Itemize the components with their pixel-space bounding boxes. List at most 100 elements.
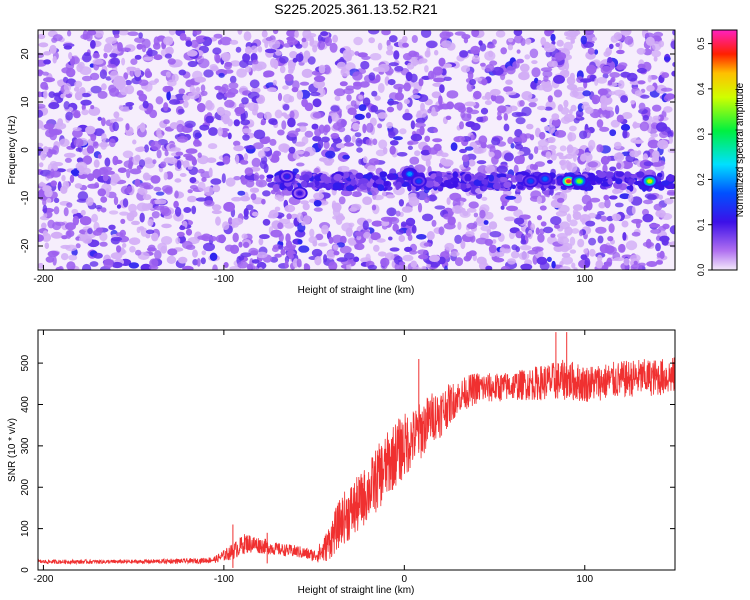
heatmap-cell (63, 152, 76, 158)
heatmap-cell (616, 162, 622, 170)
heatmap-cell (323, 254, 328, 263)
heatmap-cell (583, 30, 594, 35)
heatmap-cell (340, 189, 353, 197)
heatmap-cell (177, 108, 185, 114)
y-tick-label: 300 (20, 437, 31, 454)
heatmap-cell (73, 138, 84, 148)
signal-band-cell (343, 171, 350, 179)
heatmap-cell (260, 155, 268, 165)
heatmap-cell (606, 257, 613, 267)
heatmap-cell (351, 135, 356, 143)
heatmap-cell (303, 263, 309, 269)
heatmap-cell (65, 93, 73, 99)
heatmap-cell (500, 205, 505, 210)
heatmap-cell (111, 261, 123, 269)
heatmap-cell (540, 117, 547, 123)
heatmap-cell (74, 91, 83, 101)
heatmap-cell (513, 217, 525, 225)
heatmap-cell (622, 112, 633, 119)
heatmap-cell (550, 33, 556, 42)
colorbar-label: Normalized spectral amplitude (735, 82, 746, 217)
heatmap-cell (145, 232, 151, 239)
heatmap-cell (173, 200, 179, 209)
signal-band-cell (383, 181, 389, 187)
heatmap-cell (407, 145, 413, 150)
heatmap-cell (163, 119, 170, 125)
heatmap-cell (113, 196, 119, 206)
signal-band-cell (481, 178, 489, 185)
heatmap-cell (101, 133, 107, 142)
heatmap-cell (148, 265, 159, 270)
heatmap-cell (468, 159, 476, 167)
heatmap-cell (529, 163, 535, 170)
heatmap-cell (233, 145, 245, 152)
heatmap-cell (332, 34, 338, 43)
heatmap-cell (596, 77, 608, 84)
heatmap-cell (460, 65, 471, 73)
heatmap-cell (259, 234, 270, 240)
heatmap-cell (250, 45, 258, 54)
colorbar-bar (711, 29, 738, 271)
heatmap-cell (528, 101, 537, 108)
heatmap-cell (125, 84, 135, 95)
heatmap-cell (138, 226, 145, 231)
heatmap-cell (472, 55, 480, 63)
heatmap-cell (396, 101, 403, 111)
heatmap-cell (387, 100, 399, 105)
heatmap-cell (466, 207, 477, 213)
heatmap-cell (389, 140, 399, 146)
heatmap-cell (518, 252, 530, 261)
heatmap-cell (140, 263, 152, 270)
heatmap-cell (563, 99, 569, 108)
heatmap-cell (382, 147, 388, 155)
signal-band-cell (629, 184, 634, 192)
heatmap-cell (112, 155, 119, 166)
heatmap-cell (336, 257, 348, 262)
heatmap-cell (519, 100, 525, 107)
heatmap-cell (320, 31, 329, 37)
heatmap-cell (454, 234, 462, 244)
heatmap-cell (151, 232, 159, 242)
heatmap-cell (543, 125, 550, 131)
heatmap-cell (135, 249, 142, 256)
heatmap-cell (185, 155, 196, 161)
heatmap-cell (311, 248, 323, 257)
signal-band-cell (492, 182, 502, 190)
heatmap-cell (64, 89, 70, 95)
heatmap-cell (570, 104, 577, 112)
heatmap-cell (103, 258, 114, 269)
heatmap-cell (482, 115, 489, 122)
heatmap-cell (163, 102, 169, 112)
heatmap-cell (353, 36, 363, 46)
heatmap-cell (81, 75, 93, 82)
heatmap-cell (355, 137, 363, 147)
heatmap-cell (476, 160, 487, 165)
heatmap-cell (503, 123, 510, 132)
heatmap-cell (128, 105, 133, 110)
heatmap-cell (464, 146, 474, 151)
heatmap-cell (543, 75, 549, 82)
heatmap-cell (142, 194, 152, 201)
heatmap-cell (491, 155, 499, 165)
heatmap-cell (159, 205, 170, 215)
heatmap-cell (496, 165, 508, 174)
heatmap-cell (480, 62, 486, 67)
heatmap-cell (75, 243, 81, 249)
heatmap-y-axis-label: Frequency (Hz) (7, 116, 18, 185)
heatmap-cell (314, 128, 322, 137)
heatmap-cell (484, 91, 492, 101)
heatmap-cell (407, 234, 413, 241)
heatmap-cell (567, 162, 578, 173)
heatmap-cell (233, 119, 240, 127)
heatmap-cell (398, 235, 406, 242)
snr-background (38, 330, 675, 570)
heatmap-cell (163, 172, 168, 181)
heatmap-cell (475, 237, 488, 245)
heatmap-cell (47, 219, 55, 229)
heatmap-cell (203, 186, 214, 196)
heatmap-cell (40, 150, 46, 161)
heatmap-cell (216, 161, 225, 166)
heatmap-cell (82, 155, 93, 165)
heatmap-cell (324, 36, 332, 47)
heatmap-cell (286, 213, 292, 220)
